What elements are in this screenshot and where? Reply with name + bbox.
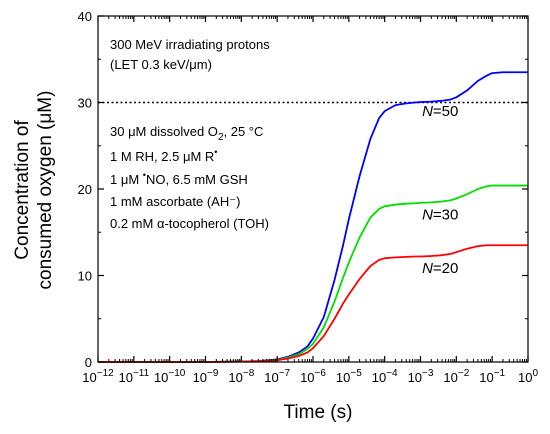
- y-tick-label: 0: [85, 355, 92, 370]
- x-tick-label: 10−1: [479, 368, 505, 385]
- annotation-rh: 1 M RH, 2.5 μM R•: [110, 147, 217, 164]
- y-axis-title-line1: Concentration of: [12, 120, 33, 260]
- x-tick-label: 10−2: [443, 368, 469, 385]
- x-axis-title: Time (s): [284, 402, 353, 423]
- annotation-beam: 300 MeV irradiating protons: [110, 37, 270, 52]
- series-label-n20: N=20: [422, 260, 458, 277]
- annotation-ascorbate: 1 mM ascorbate (AH⁻): [110, 194, 240, 209]
- series-line-n30: [98, 184, 528, 363]
- series-line-n50: [98, 71, 528, 363]
- y-tick-label: 30: [78, 96, 92, 111]
- x-tick-label: 10−4: [372, 368, 398, 385]
- x-tick-label: 10−7: [264, 368, 290, 385]
- y-axis-title-line2: consumed oxygen (μM): [35, 91, 56, 290]
- x-tick-label: 10−8: [228, 368, 254, 385]
- series-group: [98, 71, 528, 363]
- y-tick-label: 10: [78, 269, 92, 284]
- series-label-n50: N=50: [422, 103, 458, 120]
- annotation-block: 300 MeV irradiating protons (LET 0.3 keV…: [110, 37, 270, 231]
- x-tick-label: 10−6: [300, 368, 326, 385]
- x-tick-label: 10−11: [118, 368, 149, 385]
- annotation-oxygen: 30 μM dissolved O2, 25 °C: [110, 124, 263, 143]
- y-tick-label: 20: [78, 182, 92, 197]
- labels-group: 10−12 10−11 10−10 10−9 10−8 10−7 10−6 10−5 10−4 1…: [78, 9, 539, 385]
- x-tick-label: 10−3: [408, 368, 434, 385]
- y-tick-label: 40: [78, 9, 92, 24]
- annotation-tocopherol: 0.2 mM α-tocopherol (TOH): [110, 216, 269, 231]
- x-tick-label: 100: [518, 368, 538, 385]
- x-tick-label: 10−5: [336, 368, 362, 385]
- series-label-n30: N=30: [422, 207, 458, 224]
- y-axis-title: Concentration of consumed oxygen (μM): [12, 91, 56, 290]
- x-tick-label: 10−12: [82, 368, 114, 385]
- x-tick-label: 10−9: [193, 368, 219, 385]
- series-line-n20: [98, 244, 528, 363]
- annotation-let: (LET 0.3 keV/μm): [110, 57, 212, 72]
- annotation-no: 1 μM •NO, 6.5 mM GSH: [110, 170, 248, 187]
- ticks-group: [97, 15, 529, 363]
- x-tick-label: 10−10: [154, 368, 186, 385]
